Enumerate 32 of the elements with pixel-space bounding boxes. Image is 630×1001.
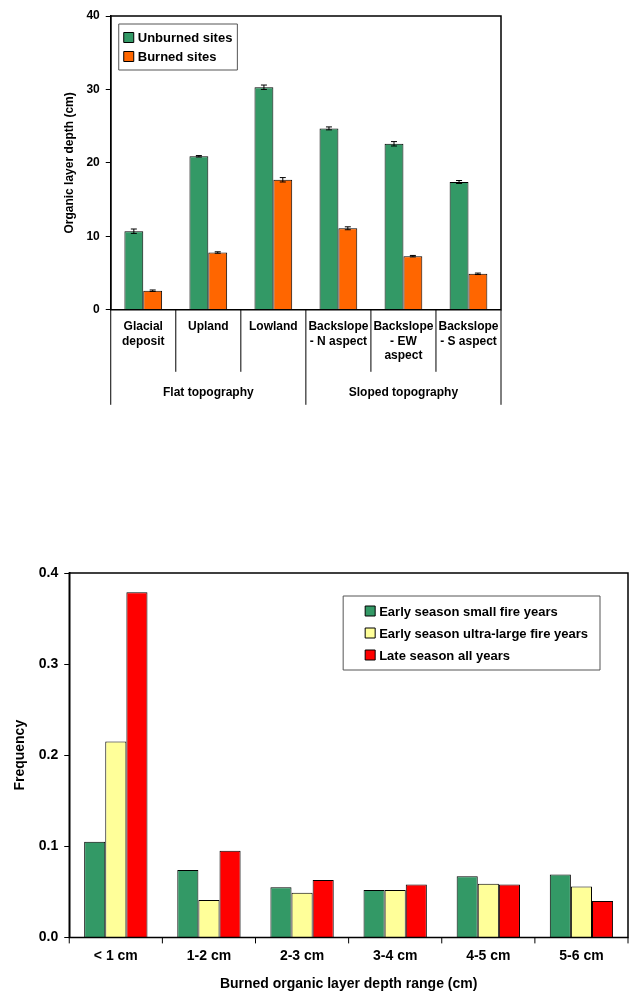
x-tick-label: 5-6 cm xyxy=(559,946,604,963)
y-tick-label: 0.0 xyxy=(38,928,59,945)
legend-label: Early season ultra-large fire years xyxy=(379,625,589,641)
y-tick-label: 30 xyxy=(86,81,101,96)
x-tick-label: Backslope - N aspect xyxy=(308,319,369,348)
legend-label: Early season small fire years xyxy=(379,603,558,619)
y-tick-label: 0.1 xyxy=(38,837,59,854)
x-tick-label: 4-5 cm xyxy=(466,946,511,963)
x-tick-label: Backslope - EW aspect xyxy=(373,319,434,363)
x-tick-label: Upland xyxy=(187,319,229,334)
x-axis-title: Burned organic layer depth range (cm) xyxy=(219,975,478,992)
x-tick-label: Lowland xyxy=(249,319,298,334)
x-tick-label: 2-3 cm xyxy=(279,946,325,963)
y-tick-label: 40 xyxy=(86,8,101,23)
y-tick-label: 0 xyxy=(93,302,101,317)
y-tick-label: 0.4 xyxy=(38,563,59,580)
y-tick-label: 10 xyxy=(86,228,101,243)
x-tick-label: 1-2 cm xyxy=(186,946,232,963)
y-tick-label: 0.3 xyxy=(38,654,59,671)
y-axis-title: Frequency xyxy=(11,719,28,791)
legend-label: Late season all years xyxy=(379,647,510,663)
x-tick-label: 3-4 cm xyxy=(373,946,418,963)
legend-label: Burned sites xyxy=(137,49,217,65)
x-tick-label: Glacial deposit xyxy=(121,319,165,348)
y-axis-title: Organic layer depth (cm) xyxy=(61,92,76,234)
text: Sloped topography xyxy=(348,385,459,400)
legend-label: Unburned sites xyxy=(137,30,233,46)
y-tick-label: 0.2 xyxy=(38,746,59,763)
x-tick-label: Backslope - S aspect xyxy=(438,319,499,348)
x-tick-label: < 1 cm xyxy=(93,946,138,963)
y-tick-label: 20 xyxy=(86,155,101,170)
text: Flat topography xyxy=(162,385,254,400)
